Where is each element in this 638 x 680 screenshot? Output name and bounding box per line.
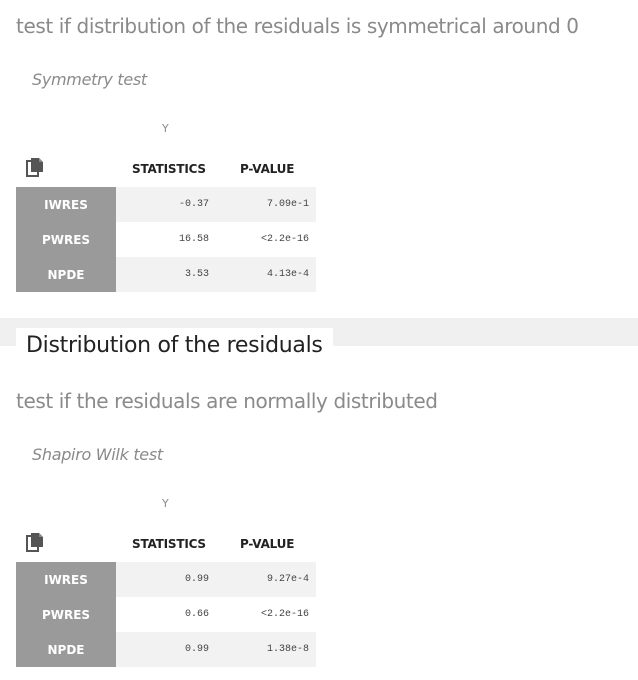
symmetry-test-name: Symmetry test	[32, 70, 147, 89]
table-row: IWRES 0.99 9.27e-4	[16, 562, 316, 597]
symmetry-y-label: Y	[162, 122, 169, 135]
row-header: PWRES	[16, 222, 116, 257]
row-header: IWRES	[16, 187, 116, 222]
table-row: IWRES -0.37 7.09e-1	[16, 187, 316, 222]
distribution-table: IWRES 0.99 9.27e-4 PWRES 0.66 <2.2e-16 N…	[16, 562, 316, 667]
row-header: IWRES	[16, 562, 116, 597]
table-row: NPDE 0.99 1.38e-8	[16, 632, 316, 667]
statistic-cell: 0.99	[116, 562, 232, 597]
table-row: PWRES 0.66 <2.2e-16	[16, 597, 316, 632]
row-header: PWRES	[16, 597, 116, 632]
distribution-description: test if the residuals are normally distr…	[16, 389, 438, 413]
copy-icon[interactable]	[26, 157, 44, 177]
pvalue-cell: <2.2e-16	[232, 597, 316, 632]
pvalue-cell: 9.27e-4	[232, 562, 316, 597]
statistic-cell: 0.66	[116, 597, 232, 632]
table-row: PWRES 16.58 <2.2e-16	[16, 222, 316, 257]
distribution-test-name: Shapiro Wilk test	[32, 445, 163, 464]
statistic-cell: -0.37	[116, 187, 232, 222]
distribution-col-statistics: STATISTICS	[132, 537, 206, 551]
row-header: NPDE	[16, 257, 116, 292]
row-header: NPDE	[16, 632, 116, 667]
copy-icon[interactable]	[26, 532, 44, 552]
symmetry-table: IWRES -0.37 7.09e-1 PWRES 16.58 <2.2e-16…	[16, 187, 316, 292]
section-title: Distribution of the residuals	[16, 328, 333, 364]
statistic-cell: 16.58	[116, 222, 232, 257]
pvalue-cell: 1.38e-8	[232, 632, 316, 667]
symmetry-col-statistics: STATISTICS	[132, 162, 206, 176]
pvalue-cell: 4.13e-4	[232, 257, 316, 292]
pvalue-cell: <2.2e-16	[232, 222, 316, 257]
pvalue-cell: 7.09e-1	[232, 187, 316, 222]
statistic-cell: 3.53	[116, 257, 232, 292]
symmetry-description: test if distribution of the residuals is…	[16, 14, 579, 38]
statistic-cell: 0.99	[116, 632, 232, 667]
distribution-col-pvalue: P-VALUE	[240, 537, 295, 551]
symmetry-col-pvalue: P-VALUE	[240, 162, 295, 176]
table-row: NPDE 3.53 4.13e-4	[16, 257, 316, 292]
distribution-y-label: Y	[162, 497, 169, 510]
